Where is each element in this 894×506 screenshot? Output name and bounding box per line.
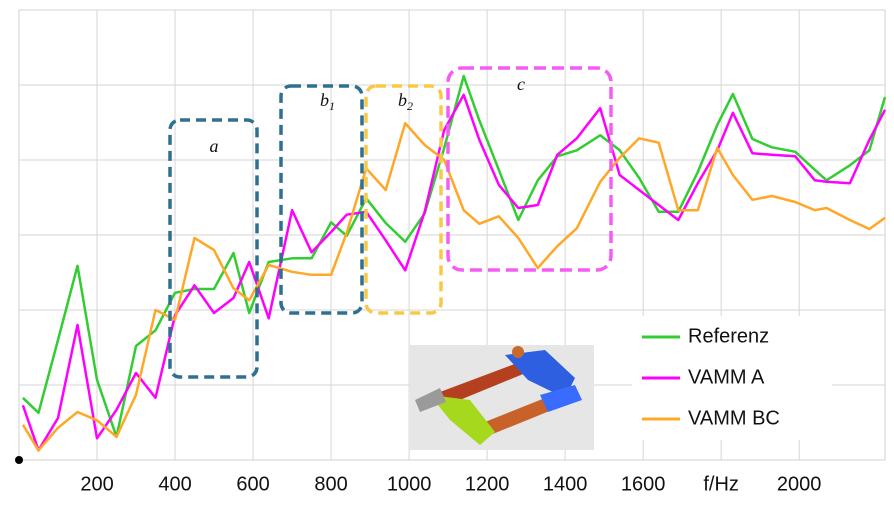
x-tick-label: 1200: [465, 473, 510, 495]
annotation-label: b: [398, 90, 407, 110]
x-tick-label: 400: [158, 473, 191, 495]
annotation-subscript: 2: [407, 99, 413, 113]
x-tick-label: 600: [236, 473, 269, 495]
chart: a b1 b2 c ReferenzVAMM AVAMM BC 20040060…: [0, 0, 894, 501]
annotation-label: c: [517, 74, 525, 94]
legend-label: VAMM BC: [688, 407, 780, 429]
legend-label: VAMM A: [688, 366, 765, 388]
x-tick-label: 1400: [543, 473, 588, 495]
legend: Referenz VAMM A VAMM BC: [632, 316, 832, 440]
inset-image: [410, 345, 594, 450]
annotation-label: b2: [398, 90, 413, 113]
page: a b1 b2 c ReferenzVAMM AVAMM BC 20040060…: [0, 0, 894, 506]
annotation-label: b: [320, 90, 329, 110]
legend-label: Referenz: [688, 325, 769, 347]
annotation-subscript: 1: [329, 99, 335, 113]
x-tick-label: 200: [80, 473, 113, 495]
x-tick-label: 800: [314, 473, 347, 495]
annotation-label: b1: [320, 90, 335, 113]
x-tick-label: 2000: [777, 473, 822, 495]
origin-dot: [15, 456, 23, 464]
x-tick-label: 1000: [387, 473, 432, 495]
annotation-box: [281, 86, 362, 313]
annotation-label: a: [210, 136, 219, 156]
x-tick-label: f/Hz: [703, 473, 739, 495]
x-tick-label: 1600: [621, 473, 666, 495]
